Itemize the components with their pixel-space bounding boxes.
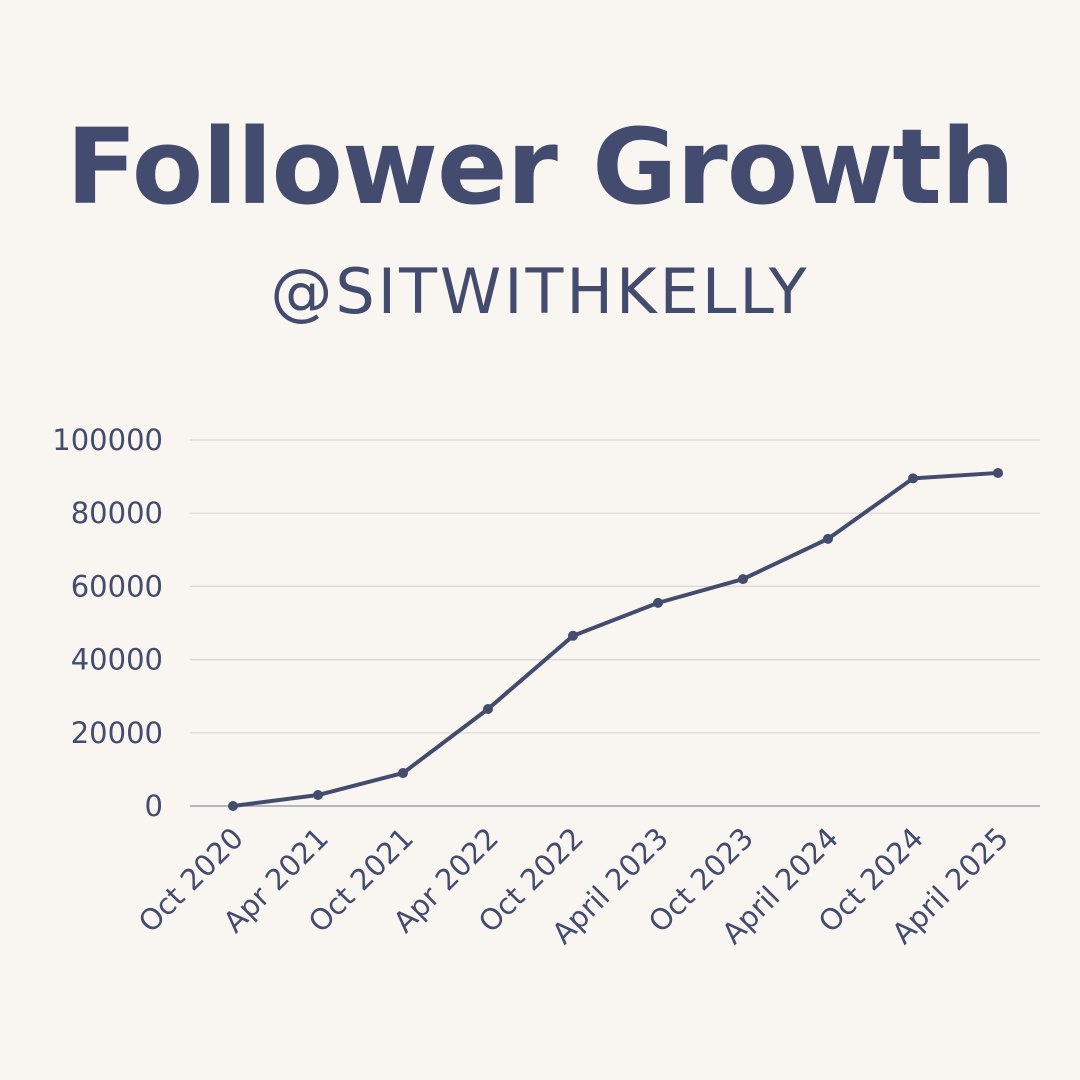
series-layer xyxy=(228,467,1003,811)
data-point xyxy=(653,597,663,608)
y-axis-ticks: 0 20000 40000 60000 80000 100000 xyxy=(52,423,163,823)
data-point xyxy=(483,704,493,715)
y-tick-label: 40000 xyxy=(71,643,163,677)
data-point xyxy=(993,467,1003,478)
series-line xyxy=(231,470,1000,808)
data-point xyxy=(398,768,408,779)
y-tick-label: 0 xyxy=(145,789,163,823)
chart-title: Follower Growth xyxy=(65,106,1015,228)
data-point xyxy=(908,473,918,484)
grid-lines xyxy=(190,439,1040,807)
data-point xyxy=(568,630,578,641)
data-point xyxy=(313,790,323,801)
chart-subtitle: @SITWITHKELLY xyxy=(270,255,810,328)
data-point xyxy=(823,533,833,544)
y-tick-label: 20000 xyxy=(71,716,163,750)
y-tick-label: 60000 xyxy=(71,569,163,603)
y-tick-label: 80000 xyxy=(71,496,163,530)
y-tick-label: 100000 xyxy=(52,423,163,457)
data-point xyxy=(738,574,748,585)
data-point xyxy=(228,801,238,811)
